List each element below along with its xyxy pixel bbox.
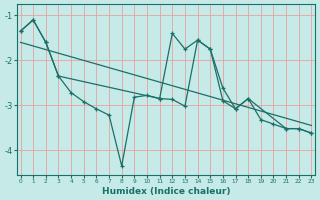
X-axis label: Humidex (Indice chaleur): Humidex (Indice chaleur) [102, 187, 230, 196]
